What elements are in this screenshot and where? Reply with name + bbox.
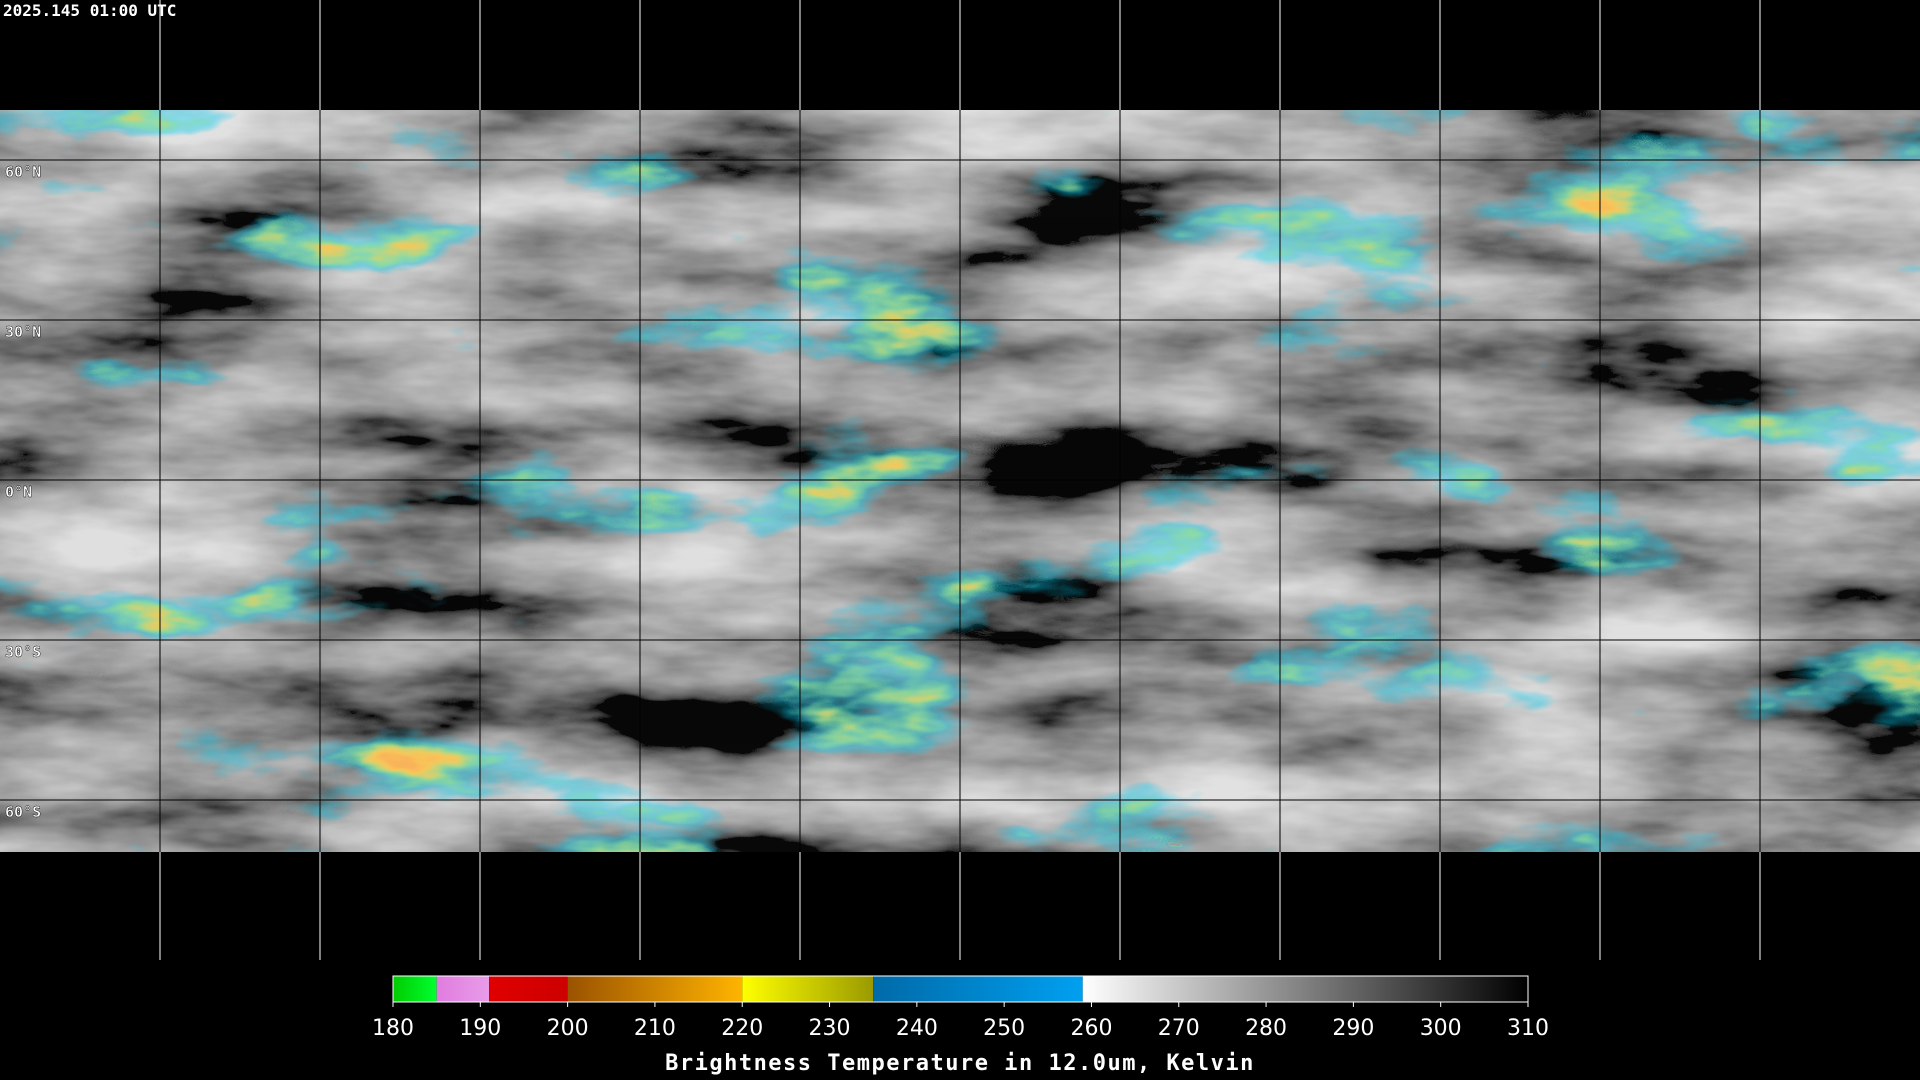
lat-labels: 60°N 30°N 0°N 30°S 60°S xyxy=(5,163,42,821)
lat-label: 0°N xyxy=(5,483,32,501)
colorbar-tick-label: 280 xyxy=(1245,1016,1287,1041)
colorbar-tick-label: 250 xyxy=(983,1016,1025,1041)
colorbar-tick-label: 260 xyxy=(1070,1016,1112,1041)
colorbar-frame xyxy=(392,975,1529,1003)
colorbar-tick-label: 270 xyxy=(1158,1016,1200,1041)
colorbar-tick-label: 200 xyxy=(547,1016,589,1041)
colorbar-tick-label: 230 xyxy=(809,1016,851,1041)
colorbar-label: Brightness Temperature in 12.0um, Kelvin xyxy=(665,1051,1255,1076)
colorbar-segment xyxy=(742,976,874,1002)
colorbar-tick-label: 190 xyxy=(459,1016,501,1041)
colorbar-segment xyxy=(567,976,743,1002)
colorbar-segment xyxy=(436,976,490,1002)
lat-label: 60°S xyxy=(5,803,41,821)
lat-label: 60°N xyxy=(5,163,41,181)
colorbar-segment xyxy=(873,976,1083,1002)
colorbar-segment xyxy=(393,976,437,1002)
colorbar-tick-label: 240 xyxy=(896,1016,938,1041)
lat-label: 30°N xyxy=(5,323,41,341)
colorbar-segment xyxy=(1082,976,1528,1002)
colorbar-tick-label: 300 xyxy=(1420,1016,1462,1041)
colorbar-segment xyxy=(489,976,568,1002)
colorbar-tick-label: 290 xyxy=(1332,1016,1374,1041)
colorbar-tick-label: 310 xyxy=(1507,1016,1549,1041)
colorbar-tick-label: 180 xyxy=(372,1016,414,1041)
grid-inner xyxy=(0,0,1920,960)
colorbar-tick-label: 220 xyxy=(721,1016,763,1041)
timestamp: 2025.145 01:00 UTC xyxy=(3,1,176,20)
colorbar-tick-label: 210 xyxy=(634,1016,676,1041)
colorbar: 180 190 200 210 220 230 240 250 260 270 280 290 300 3… xyxy=(372,975,1549,1041)
lat-label: 30°S xyxy=(5,643,41,661)
